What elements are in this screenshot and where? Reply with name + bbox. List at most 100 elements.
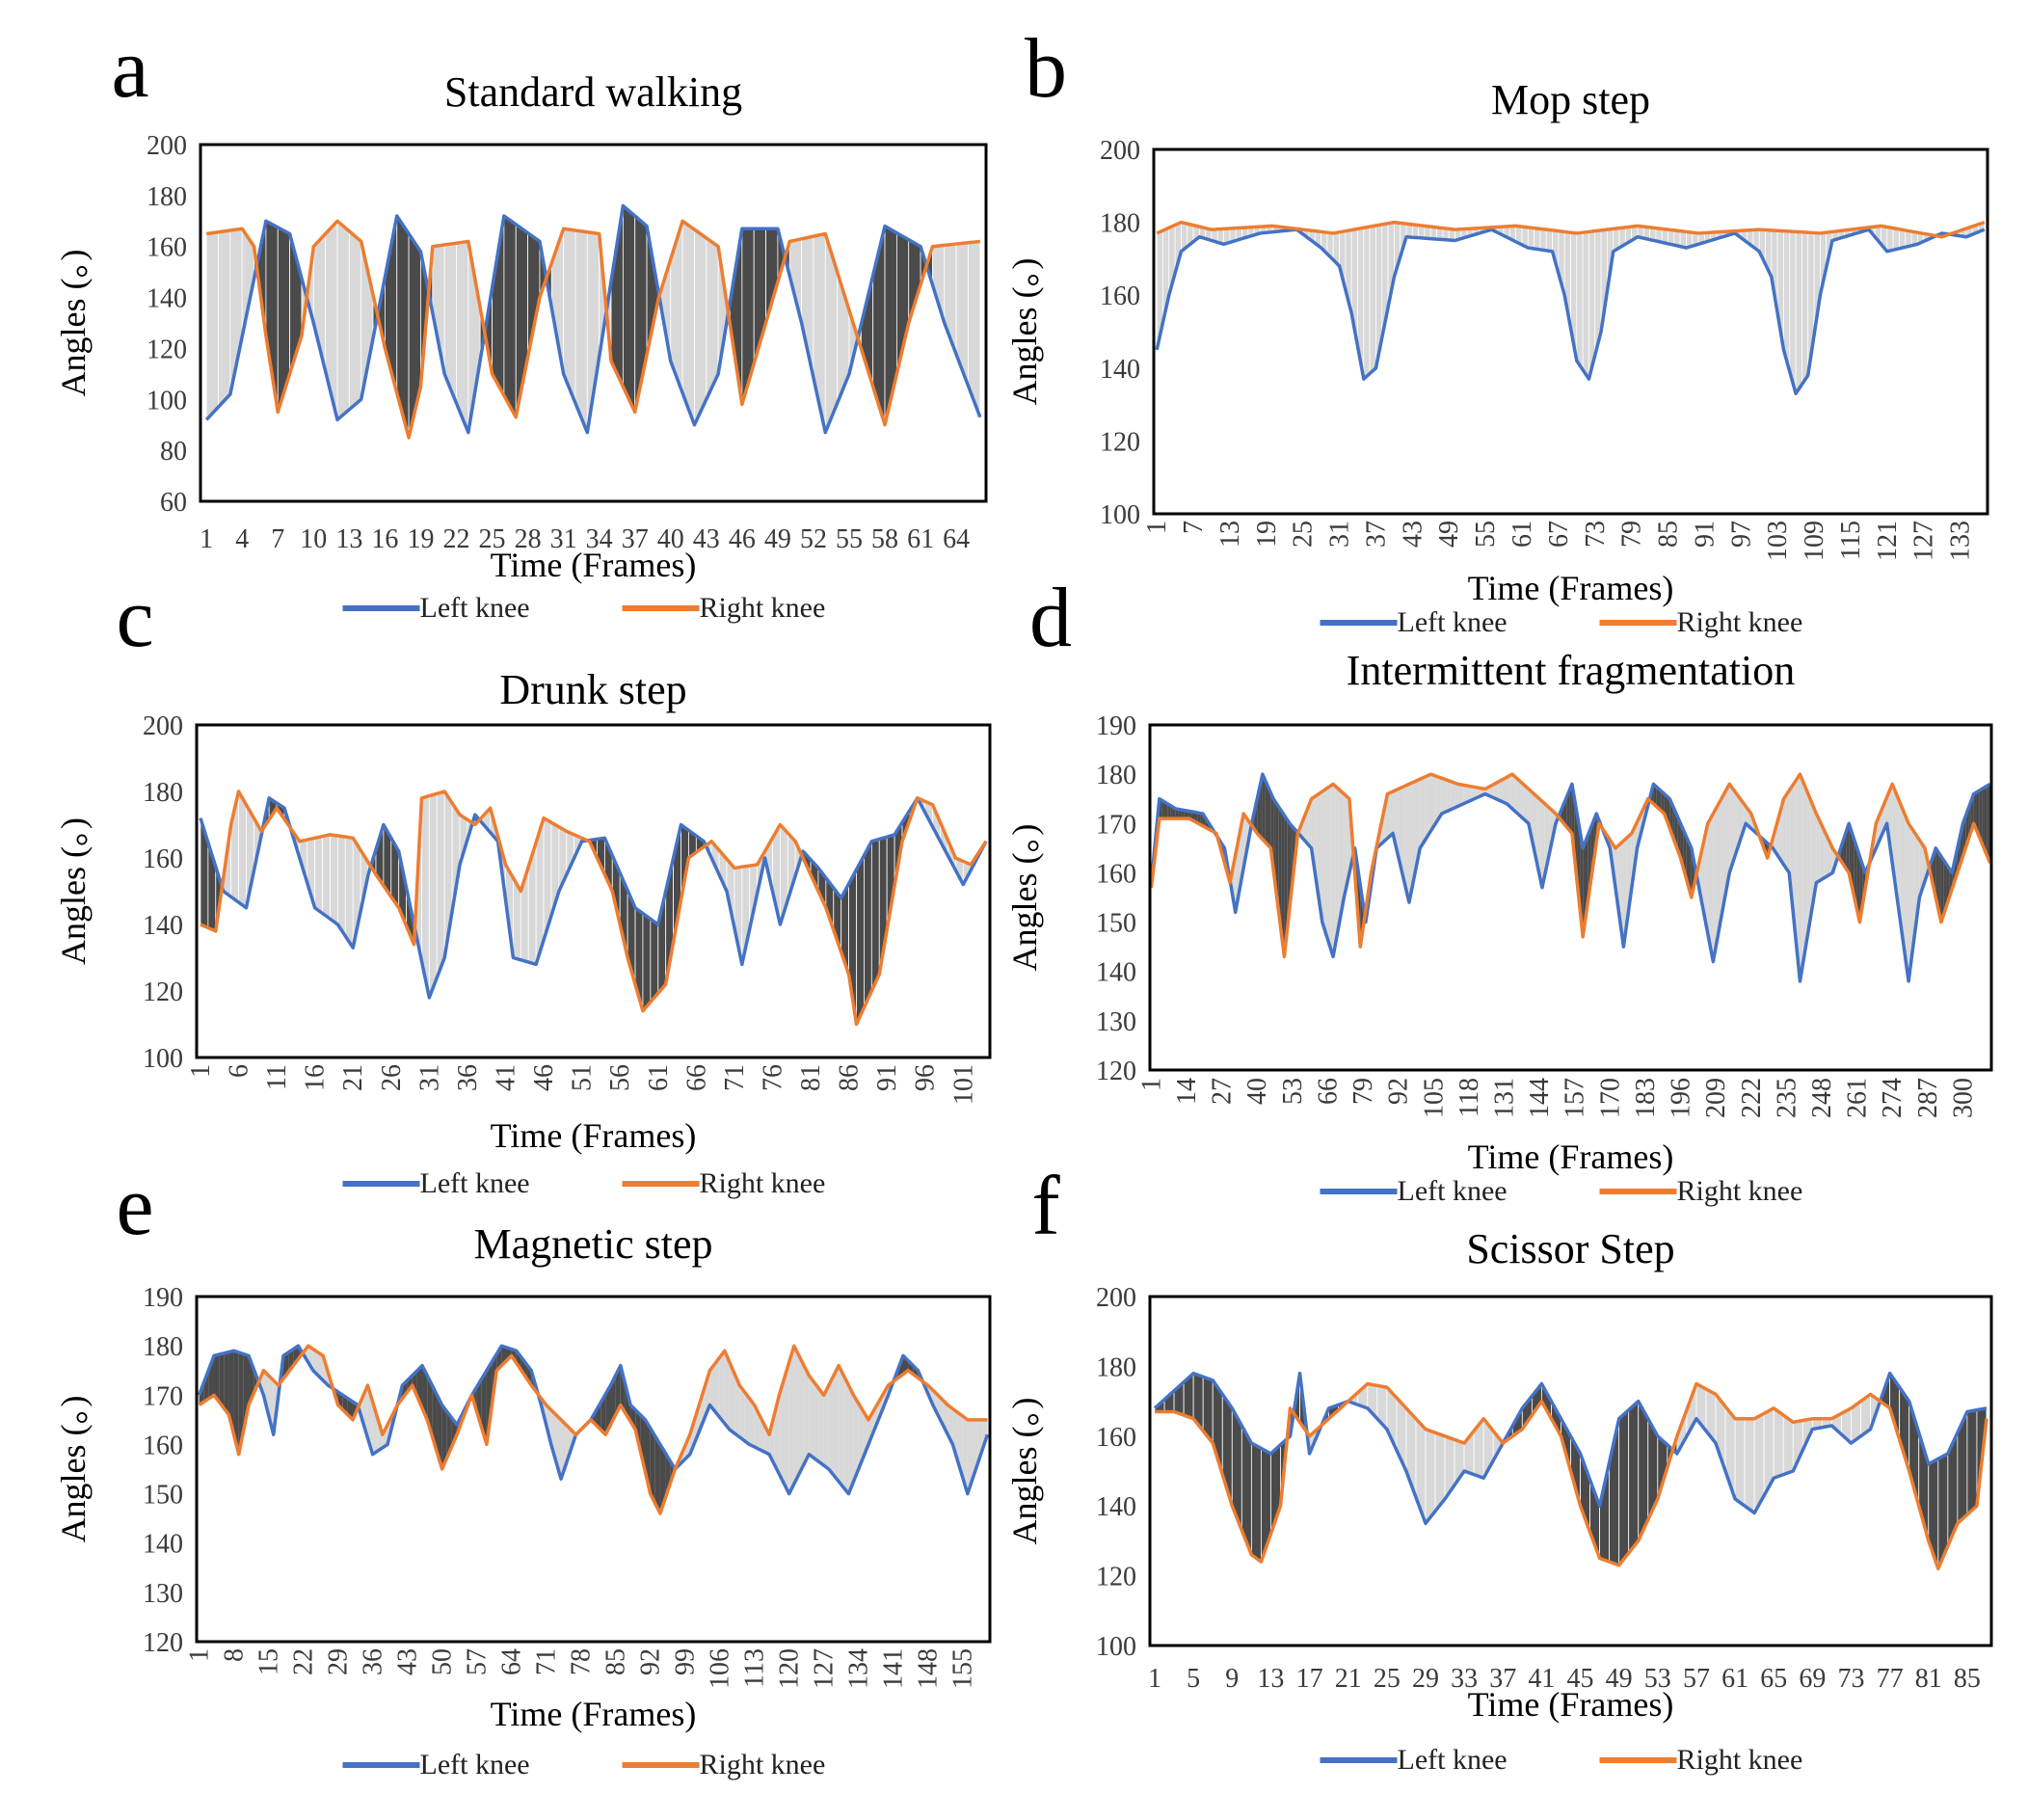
difference-band <box>1262 774 1266 843</box>
y-tick-label: 180 <box>143 778 183 808</box>
difference-band <box>481 1370 487 1445</box>
difference-band <box>853 1395 859 1482</box>
difference-band <box>870 838 880 992</box>
difference-band <box>809 1375 814 1459</box>
difference-band <box>714 1357 720 1418</box>
difference-band <box>268 1375 274 1435</box>
x-tick-label: 36 <box>453 1064 483 1091</box>
x-tick-label: 13 <box>1215 521 1245 548</box>
difference-band <box>734 1374 740 1437</box>
difference-band <box>1420 777 1424 848</box>
y-tick-label: 120 <box>143 977 183 1007</box>
x-tick-label: 121 <box>1873 521 1903 561</box>
y-axis-title: Angles (。) <box>54 817 93 965</box>
difference-band <box>1401 786 1404 880</box>
difference-band <box>205 231 219 421</box>
x-tick-label: 13 <box>335 524 362 554</box>
difference-band <box>1886 227 1894 253</box>
x-tick-label: 85 <box>1954 1664 1981 1694</box>
x-tick-label: 64 <box>497 1648 527 1675</box>
difference-band <box>620 1365 626 1414</box>
difference-band <box>1466 785 1469 803</box>
difference-band <box>1732 788 1735 865</box>
difference-band <box>769 1414 775 1464</box>
difference-band <box>1406 784 1409 903</box>
difference-band <box>1576 231 1584 372</box>
difference-band <box>1536 796 1540 875</box>
difference-band <box>1628 1400 1640 1555</box>
x-tick-label: 73 <box>1581 521 1611 548</box>
x-tick-label: 209 <box>1701 1078 1731 1118</box>
x-tick-label: 97 <box>1726 521 1756 548</box>
series-line-right-knee <box>198 1344 988 1515</box>
difference-band <box>318 1352 324 1380</box>
x-tick-label: 222 <box>1737 1078 1767 1118</box>
x-tick-label: 49 <box>764 524 791 554</box>
difference-band <box>937 1395 944 1425</box>
difference-band <box>1520 781 1524 819</box>
x-tick-label: 235 <box>1772 1078 1801 1118</box>
chart-title: Mop step <box>1491 76 1650 123</box>
x-tick-label: 57 <box>1683 1664 1710 1694</box>
difference-band <box>1773 1407 1784 1479</box>
difference-band <box>1689 842 1692 897</box>
y-axis-title: Angles (。) <box>1005 824 1044 972</box>
x-tick-label: 69 <box>1799 1664 1826 1694</box>
difference-band <box>1795 231 1802 395</box>
difference-band <box>843 1375 849 1494</box>
difference-band <box>1493 783 1497 799</box>
difference-band <box>1966 1409 1978 1516</box>
x-tick-label: 22 <box>289 1648 319 1675</box>
difference-band <box>1463 785 1467 804</box>
difference-band <box>1943 860 1947 915</box>
difference-band <box>1539 228 1547 252</box>
x-tick-label: 36 <box>359 1648 388 1675</box>
legend-label: Right knee <box>1677 606 1803 638</box>
difference-band <box>1744 1418 1755 1514</box>
x-tick-label: 134 <box>844 1648 874 1689</box>
series-line-right-knee <box>1155 1381 1988 1571</box>
x-tick-label: 22 <box>442 524 469 554</box>
difference-band <box>814 1381 819 1462</box>
difference-band <box>1854 840 1857 910</box>
x-tick-label: 92 <box>1384 1078 1414 1105</box>
y-tick-label: 200 <box>1096 1283 1136 1313</box>
difference-band <box>1344 793 1348 897</box>
difference-band <box>238 790 247 909</box>
difference-band <box>793 1346 799 1485</box>
y-tick-label: 140 <box>147 284 187 314</box>
y-tick-label: 180 <box>1096 1352 1136 1382</box>
x-tick-label: 1 <box>200 524 213 554</box>
y-tick-label: 160 <box>147 233 187 263</box>
y-tick-label: 200 <box>147 131 187 161</box>
y-tick-label: 120 <box>147 335 187 364</box>
difference-band <box>503 215 517 417</box>
y-tick-label: 140 <box>1096 958 1136 988</box>
difference-band <box>1903 810 1907 962</box>
difference-band <box>1517 779 1521 816</box>
x-tick-label: 5 <box>1187 1664 1200 1694</box>
series-line-right-knee <box>1156 220 1986 239</box>
difference-band <box>932 244 946 324</box>
x-tick-label: 91 <box>872 1064 902 1091</box>
x-tick-label: 77 <box>1877 1664 1904 1694</box>
y-tick-label: 130 <box>143 1579 183 1609</box>
y-tick-label: 170 <box>1096 810 1136 840</box>
difference-band <box>1718 798 1721 932</box>
difference-band <box>1457 784 1461 807</box>
difference-band <box>765 228 779 324</box>
x-tick-label: 66 <box>1313 1078 1343 1105</box>
difference-band <box>1661 791 1665 815</box>
x-tick-label: 56 <box>605 1064 635 1091</box>
x-axis-title: Time (Frames) <box>1468 569 1674 607</box>
difference-band <box>828 1375 834 1476</box>
chart-title: Scissor Step <box>1466 1225 1674 1272</box>
difference-band <box>784 1362 789 1494</box>
y-tick-label: 60 <box>160 488 187 518</box>
difference-band <box>1498 780 1502 802</box>
difference-band <box>1393 790 1396 845</box>
series-line-right-knee <box>1149 772 1992 959</box>
x-tick-label: 1 <box>186 1064 216 1078</box>
difference-band <box>744 1391 750 1445</box>
